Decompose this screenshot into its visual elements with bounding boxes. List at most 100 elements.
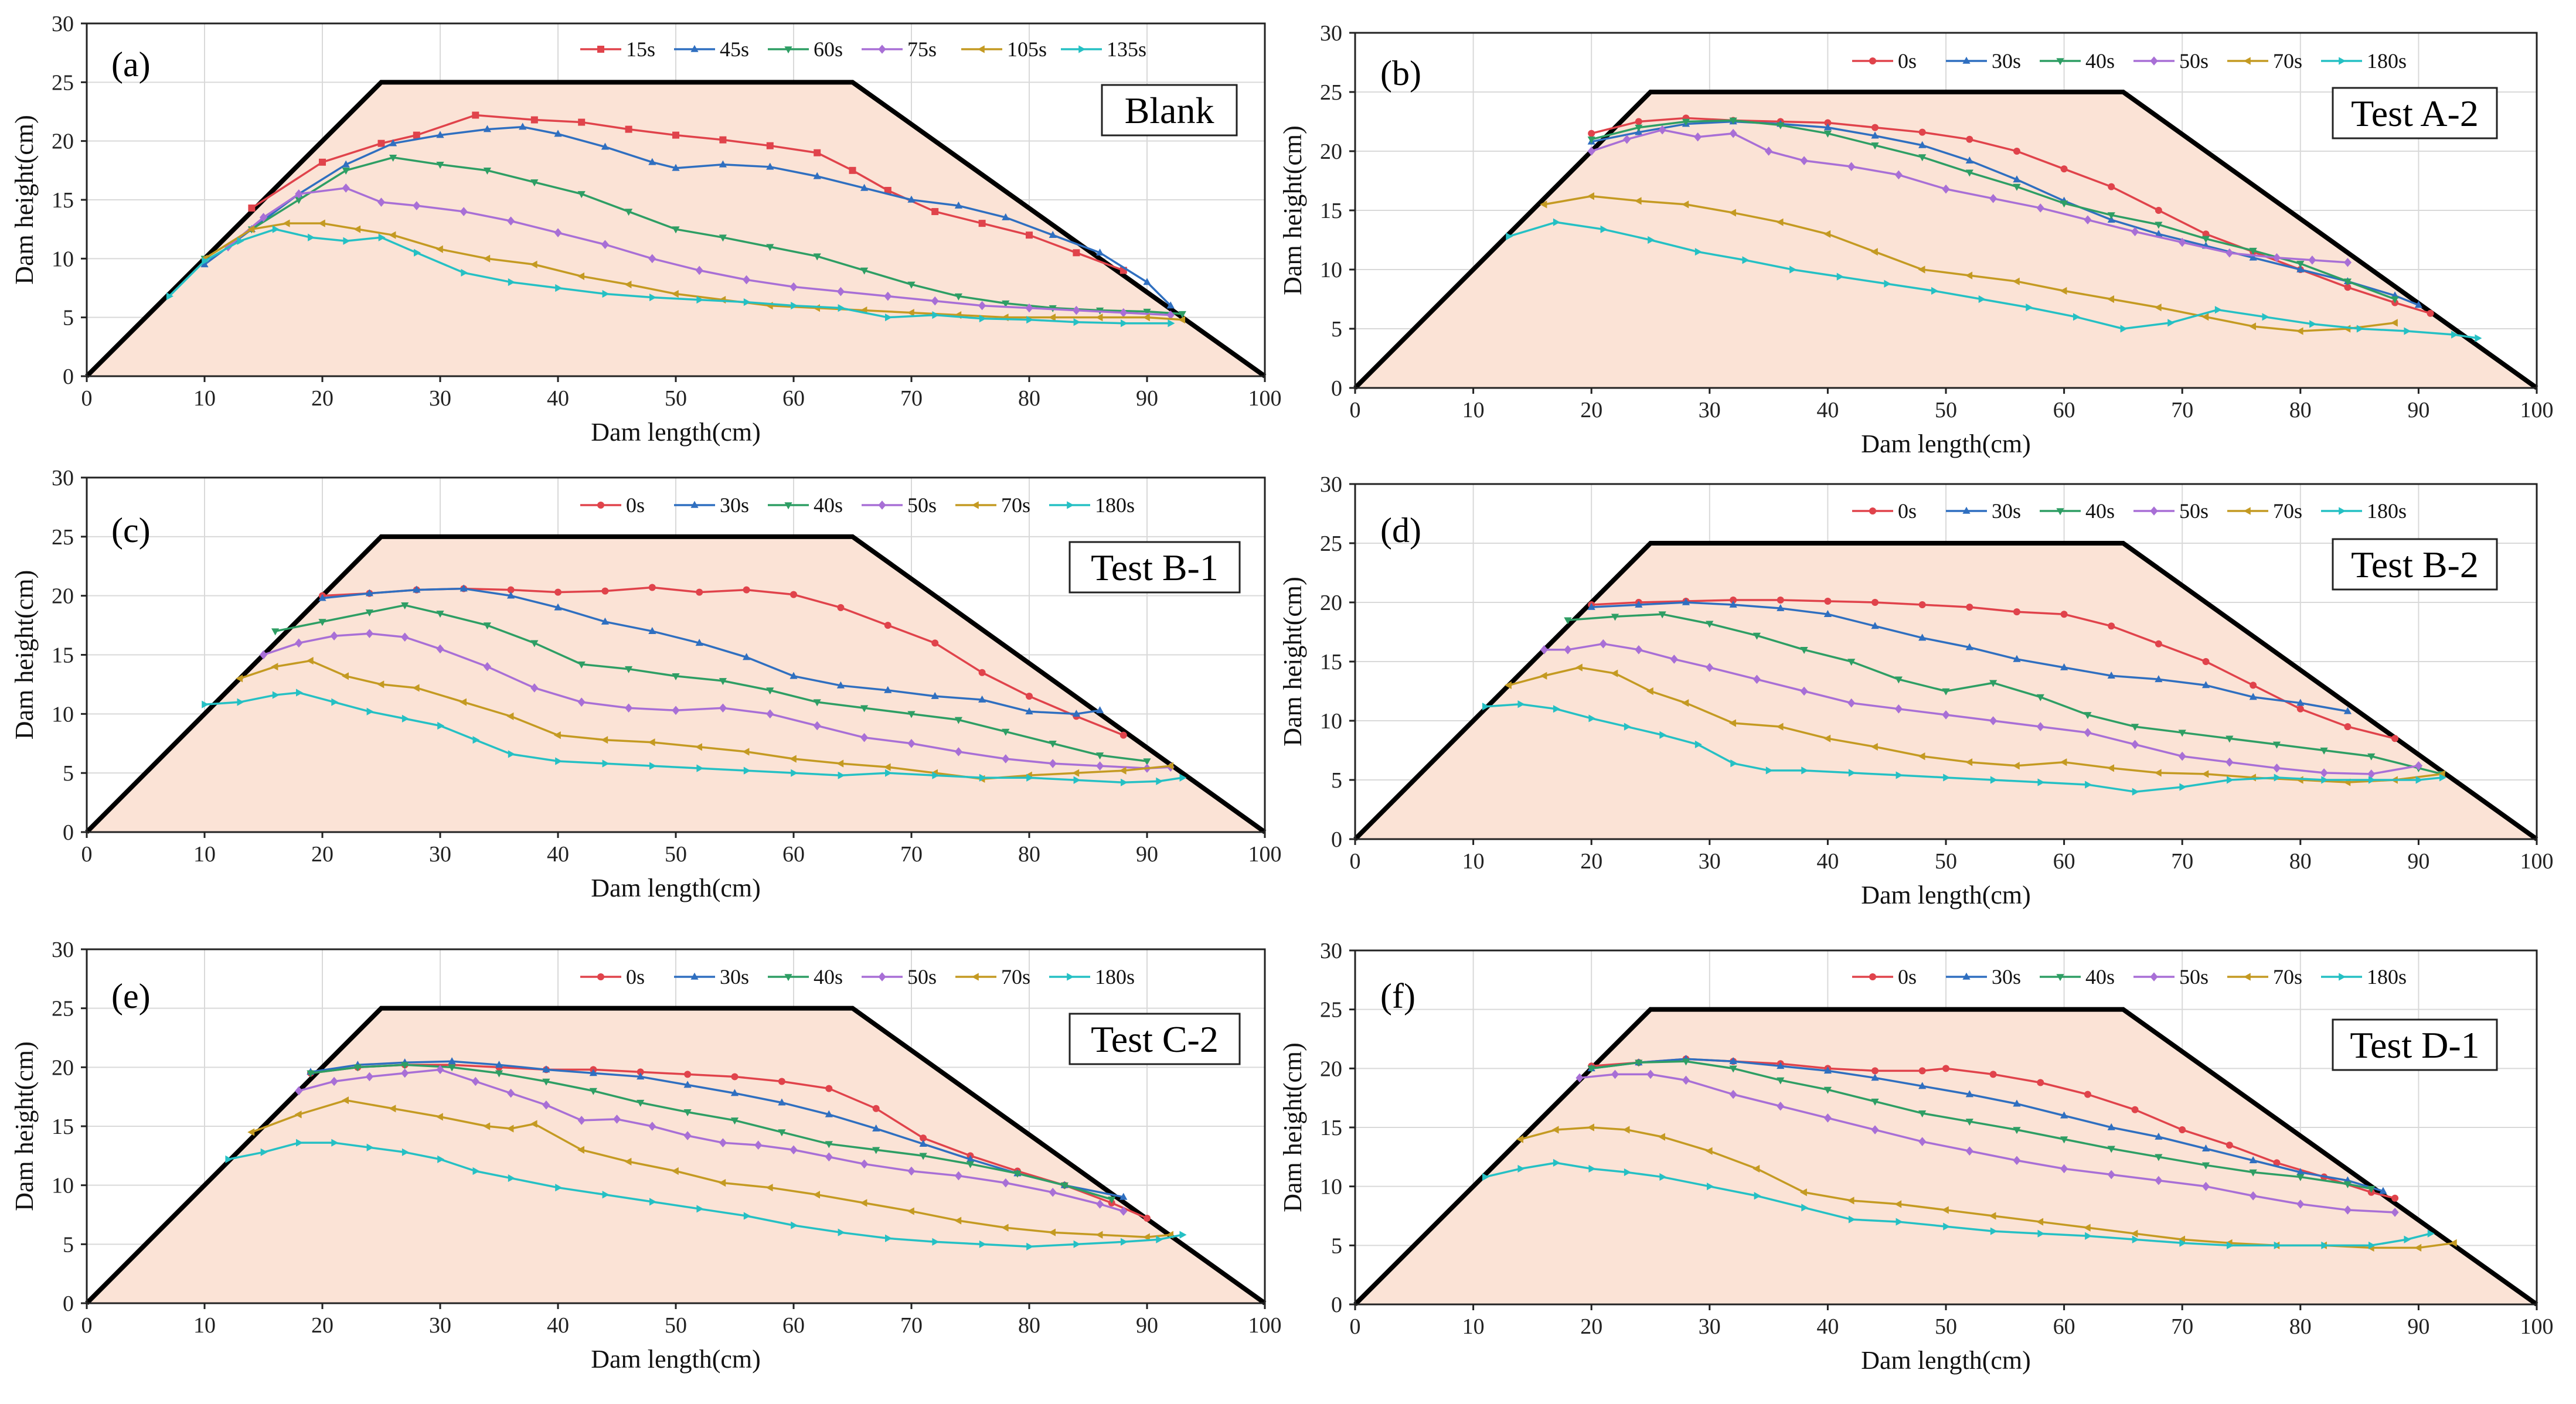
- data-point: [1943, 1222, 1951, 1231]
- data-point: [1096, 752, 1104, 760]
- x-tick-label: 0: [1350, 398, 1361, 422]
- data-point: [1871, 1074, 1879, 1081]
- data-point: [530, 179, 539, 187]
- data-point: [389, 139, 397, 146]
- data-point: [1143, 758, 1151, 766]
- data-point: [330, 1076, 338, 1086]
- series-180s: [1482, 1158, 2435, 1249]
- data-point: [507, 1088, 515, 1098]
- data-point: [343, 237, 351, 245]
- data-point: [2274, 1241, 2281, 1249]
- data-point: [2155, 1154, 2163, 1161]
- data-point: [683, 1081, 692, 1088]
- dam-outline: [85, 80, 1267, 379]
- data-point: [2249, 247, 2257, 255]
- data-point: [506, 712, 514, 720]
- data-point: [790, 591, 797, 598]
- data-point: [1588, 1164, 1596, 1173]
- data-point: [954, 1171, 962, 1181]
- legend-label: 70s: [2273, 499, 2302, 523]
- data-point: [1599, 639, 1607, 649]
- data-point: [1918, 141, 1927, 148]
- data-point: [2013, 183, 2021, 191]
- data-point: [2475, 334, 2482, 342]
- legend: 0s 30s 40s 50s 70s 180s: [580, 965, 1135, 989]
- y-tick-label: 25: [52, 997, 74, 1021]
- data-point: [1682, 1075, 1690, 1085]
- data-point: [2343, 278, 2352, 286]
- data-point: [578, 118, 586, 126]
- data-point: [2178, 237, 2186, 247]
- data-point: [331, 1139, 339, 1147]
- data-point: [1026, 1242, 1034, 1250]
- legend-item-70s: 70s: [955, 493, 1030, 517]
- data-point: [789, 755, 797, 763]
- x-tick-label: 60: [782, 386, 805, 411]
- data-point: [743, 586, 750, 594]
- data-point: [2084, 712, 2092, 720]
- x-tick-label: 100: [1248, 1313, 1282, 1338]
- legend-swatch-marker: [597, 973, 604, 980]
- data-point: [825, 1152, 833, 1162]
- data-point: [2037, 1229, 2045, 1238]
- data-point: [2201, 313, 2209, 321]
- series-70s: [247, 1096, 1173, 1241]
- data-point: [437, 1155, 445, 1163]
- data-point: [1777, 1101, 1785, 1111]
- data-point: [954, 717, 962, 724]
- data-point: [2343, 707, 2352, 714]
- data-point: [2415, 776, 2423, 784]
- legend: 0s 30s 40s 50s 70s 180s: [1852, 49, 2407, 73]
- data-point: [1658, 125, 1666, 135]
- data-point: [1847, 162, 1856, 172]
- data-point: [318, 594, 326, 601]
- x-tick-label: 20: [311, 842, 334, 867]
- data-point: [1847, 1197, 1854, 1205]
- data-point: [1729, 1065, 1737, 1073]
- x-tick-label: 10: [193, 842, 216, 867]
- data-point: [1564, 617, 1572, 625]
- data-point: [825, 1141, 833, 1149]
- legend-item-30s: 30s: [1946, 965, 2021, 989]
- series-50s: [259, 629, 1175, 773]
- data-point: [259, 213, 268, 222]
- data-point: [225, 1155, 233, 1163]
- series-line: [322, 587, 1100, 715]
- series-line: [1591, 119, 2395, 301]
- data-point: [365, 1072, 373, 1082]
- series-40s: [1587, 117, 2399, 304]
- data-point: [2379, 1187, 2387, 1194]
- data-point: [612, 1115, 621, 1124]
- y-tick-label: 10: [1320, 258, 1342, 282]
- legend-swatch-marker: [2339, 57, 2346, 65]
- legend-item-30s: 30s: [674, 493, 749, 517]
- data-point: [1777, 1077, 1785, 1085]
- data-point: [542, 1065, 550, 1073]
- data-point: [1694, 740, 1702, 748]
- data-point: [1049, 231, 1057, 238]
- data-point: [966, 1161, 975, 1168]
- data-point: [1025, 303, 1033, 313]
- legend-item-0s: 0s: [1852, 965, 1917, 989]
- data-point: [1918, 633, 1927, 641]
- data-point: [555, 1184, 563, 1192]
- data-point: [696, 1205, 704, 1213]
- data-point: [637, 1068, 644, 1076]
- data-point: [907, 309, 914, 317]
- data-point: [1156, 1235, 1163, 1243]
- data-point: [2107, 764, 2115, 772]
- data-point: [2013, 655, 2021, 662]
- data-point: [294, 1110, 302, 1119]
- data-point: [637, 1099, 645, 1107]
- y-tick-label: 20: [52, 1055, 74, 1080]
- data-point: [696, 295, 704, 304]
- data-point: [1142, 313, 1150, 322]
- legend-swatch-marker: [1869, 973, 1876, 980]
- data-point: [931, 639, 939, 647]
- data-point: [683, 1109, 692, 1117]
- data-point: [1682, 699, 1689, 707]
- data-point: [1073, 776, 1081, 784]
- data-point: [1729, 128, 1737, 138]
- data-point: [1553, 218, 1560, 226]
- data-point: [1144, 1215, 1151, 1222]
